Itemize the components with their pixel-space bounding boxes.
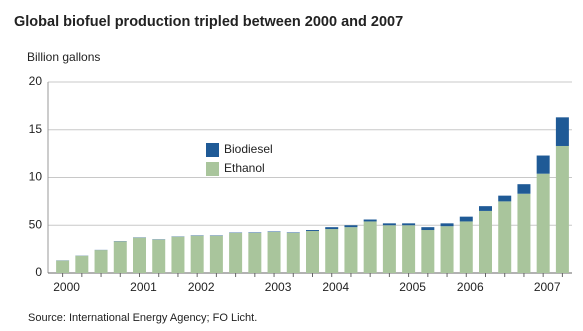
bar-segment <box>344 227 358 273</box>
legend-label: Ethanol <box>224 161 265 175</box>
bar-segment <box>479 210 492 273</box>
bar-segment <box>498 201 512 273</box>
bar-segment <box>382 225 396 273</box>
bar-segment <box>94 250 108 273</box>
y-tick-label: 20 <box>29 74 43 88</box>
bar-segment <box>536 155 550 174</box>
x-tick-label: 2007 <box>534 280 561 294</box>
bar-segment <box>113 241 127 273</box>
legend-label: Biodiesel <box>224 142 273 156</box>
y-tick-label: 0 <box>35 265 42 279</box>
bar-segment <box>440 226 454 273</box>
bar-segment <box>517 193 531 273</box>
legend-swatch <box>206 162 219 176</box>
bar-segment <box>459 216 473 222</box>
bar-segment <box>363 221 377 273</box>
bar-segment <box>133 237 146 273</box>
bar-segment <box>267 231 281 273</box>
bar-segment <box>421 227 435 231</box>
bar-segment <box>363 219 377 222</box>
x-tick-label: 2003 <box>265 280 292 294</box>
x-tick-label: 2006 <box>457 280 484 294</box>
legend-swatch <box>206 143 219 157</box>
bar-segment <box>440 223 454 227</box>
bar-segment <box>382 223 396 226</box>
bar-segment <box>555 117 569 146</box>
bar-segment <box>325 229 339 273</box>
y-tick-label: 50 <box>29 217 43 231</box>
bar-segment <box>325 227 339 230</box>
bar-segment <box>248 232 262 273</box>
bar-segment <box>190 235 204 273</box>
y-axis-label: Billion gallons <box>27 50 100 64</box>
y-tick-label: 15 <box>29 122 43 136</box>
chart-title: Global biofuel production tripled betwee… <box>14 14 403 30</box>
x-tick-label: 2004 <box>322 280 349 294</box>
bar-segment <box>536 173 550 273</box>
bar-segment <box>421 230 435 273</box>
x-tick-label: 2000 <box>53 280 80 294</box>
bar-segment <box>402 225 416 273</box>
x-tick-label: 2005 <box>399 280 426 294</box>
y-tick-label: 10 <box>29 170 43 184</box>
bar-segment <box>286 232 300 273</box>
x-tick-label: 2002 <box>188 280 215 294</box>
bar-segment <box>229 232 243 273</box>
bar-segment <box>344 225 358 228</box>
source: Source: International Energy Agency; FO … <box>28 312 257 324</box>
bar-segment <box>498 195 512 202</box>
bar-segment <box>479 206 492 211</box>
bar-segment <box>306 230 319 273</box>
bar-segment <box>209 235 223 273</box>
bar-segment <box>555 145 569 273</box>
bar-segment <box>171 236 185 273</box>
bar-segment <box>75 255 89 273</box>
bar-segment <box>306 230 319 231</box>
bar-segment <box>459 221 473 273</box>
bar-segment <box>152 239 166 273</box>
bar-segment <box>517 184 531 194</box>
bar-segment <box>402 223 416 226</box>
bar-segment <box>56 260 70 273</box>
x-tick-label: 2001 <box>130 280 157 294</box>
